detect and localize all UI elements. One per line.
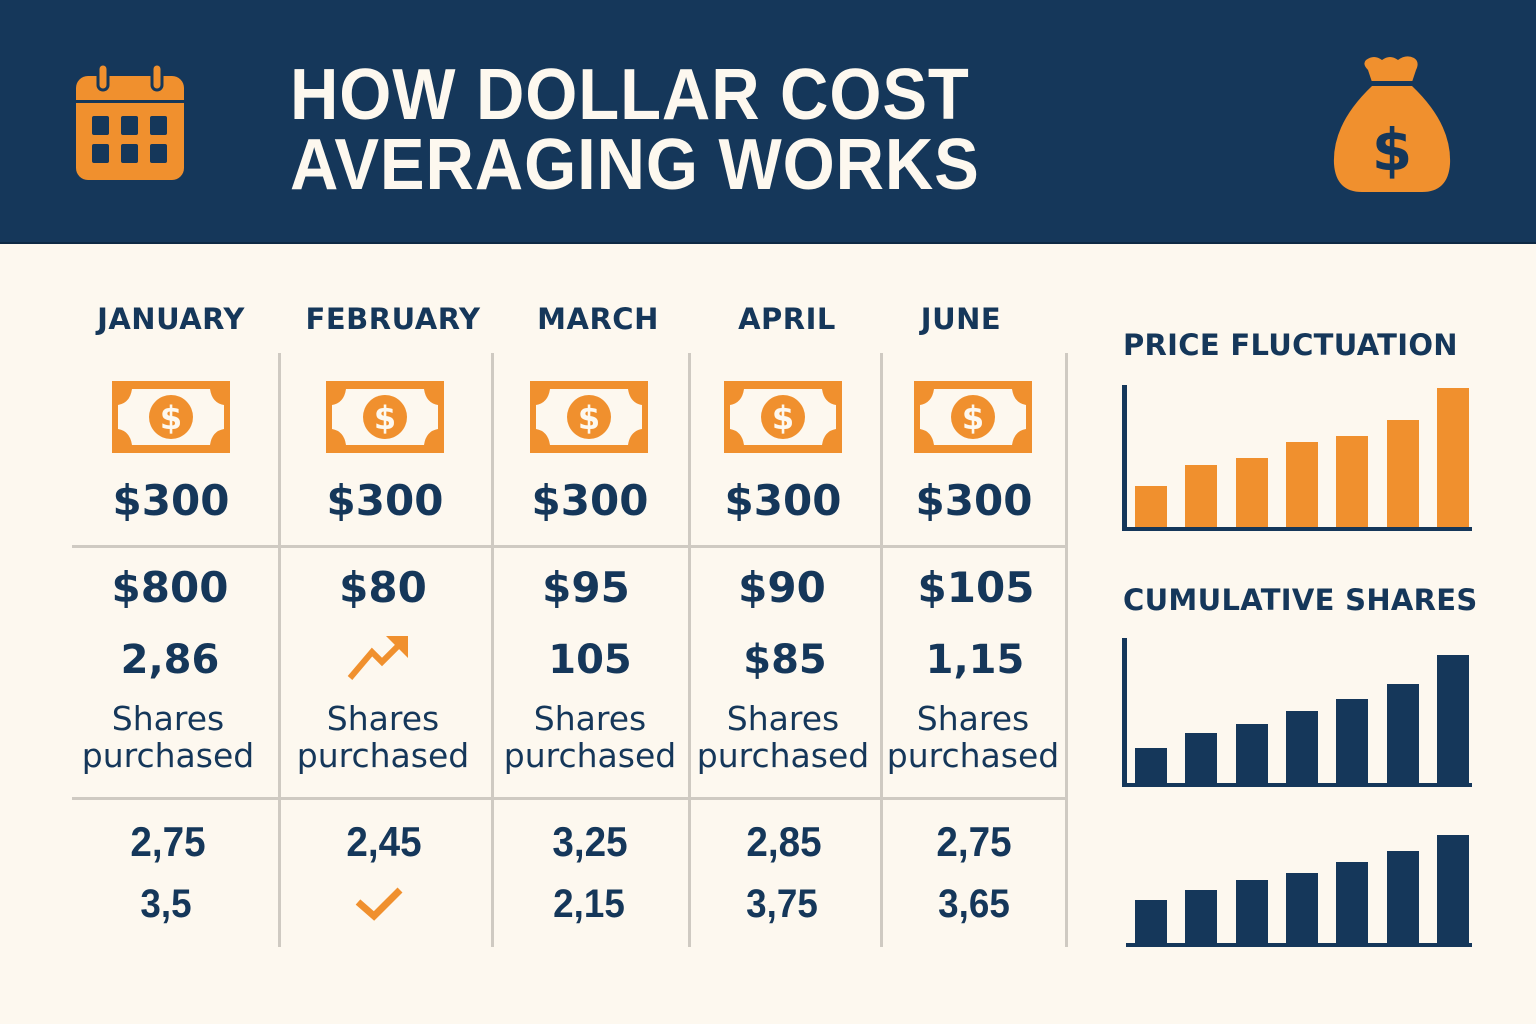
share-price: $105 <box>917 563 1035 612</box>
chart-bar <box>1436 655 1469 783</box>
row3-value-bottom: 3,65 <box>938 882 1010 926</box>
svg-text:$: $ <box>374 399 396 437</box>
page-title: HOW DOLLAR COST AVERAGING WORKS <box>290 55 997 205</box>
column-divider <box>688 353 691 947</box>
x-axis <box>1122 527 1472 531</box>
chart-bar <box>1436 388 1469 527</box>
column-divider <box>1065 353 1068 947</box>
month-header-june: JUNE <box>920 302 1002 336</box>
shares-count: $85 <box>743 637 827 683</box>
row3-value-bottom: 3,75 <box>746 882 818 926</box>
month-header-april: APRIL <box>738 302 836 336</box>
chart-bar <box>1185 890 1218 943</box>
bar-series <box>1120 385 1480 527</box>
row3-value-top: 2,85 <box>746 818 822 865</box>
x-axis <box>1122 783 1472 787</box>
row3-value-bottom: 3,5 <box>140 882 192 926</box>
column-divider <box>880 353 883 947</box>
dollar-bill-icon: $ <box>112 381 230 453</box>
chart-bar <box>1135 748 1167 783</box>
row3-value-top: 2,45 <box>346 818 422 865</box>
column-divider <box>491 353 494 947</box>
chart-bar <box>1336 699 1369 783</box>
chart-bar <box>1386 420 1419 527</box>
share-price: $80 <box>339 563 427 612</box>
chart-bar <box>1135 900 1167 943</box>
dollar-bill-icon: $ <box>724 381 842 453</box>
shares-count: 1,15 <box>925 637 1025 683</box>
title-line-2: AVERAGING WORKS <box>290 125 980 205</box>
bar-series <box>1120 638 1480 783</box>
chart-bar <box>1285 442 1318 527</box>
price-fluctuation-chart <box>1120 385 1480 531</box>
month-header-march: MARCH <box>537 302 659 336</box>
svg-text:$: $ <box>1372 116 1412 184</box>
chart-bar <box>1386 851 1419 943</box>
investment-amount: $300 <box>531 476 649 525</box>
month-header-january: JANUARY <box>97 302 245 336</box>
chart-bar <box>1185 465 1218 527</box>
chart-bar <box>1386 684 1419 783</box>
investment-amount: $300 <box>915 476 1033 525</box>
y-axis <box>1122 638 1127 787</box>
shares-count: 2,86 <box>120 637 220 683</box>
dollar-bill-icon: $ <box>914 381 1032 453</box>
investment-amount: $300 <box>724 476 842 525</box>
calendar-icon <box>76 64 184 180</box>
trending-up-icon <box>347 636 408 680</box>
chart-bar <box>1285 873 1318 943</box>
dollar-bill-icon: $ <box>530 381 648 453</box>
bar-series <box>1120 800 1480 943</box>
dollar-bill-icon: $ <box>326 381 444 453</box>
row-divider <box>72 545 1067 548</box>
row3-value-top: 2,75 <box>936 818 1012 865</box>
title-line-1: HOW DOLLAR COST <box>290 55 970 135</box>
chart-bar <box>1235 880 1268 943</box>
share-price: $95 <box>542 563 630 612</box>
shares-growth-chart <box>1120 800 1480 948</box>
chart-title-cumulative-shares: CUMULATIVE SHARES <box>1123 583 1478 617</box>
shares-purchased-label: Shares purchased <box>886 699 1060 775</box>
chart-bar <box>1336 436 1369 527</box>
row3-value-bottom: 2,15 <box>553 882 625 926</box>
chart-bar <box>1235 724 1268 783</box>
row3-value-top: 2,75 <box>130 818 206 865</box>
investment-amount: $300 <box>326 476 444 525</box>
chart-title-price-fluctuation: PRICE FLUCTUATION <box>1123 328 1458 362</box>
shares-purchased-label: Shares purchased <box>696 699 870 775</box>
svg-text:$: $ <box>578 399 600 437</box>
month-header-february: FEBRUARY <box>305 302 481 336</box>
chart-bar <box>1135 486 1167 527</box>
chart-bar <box>1336 862 1369 943</box>
svg-text:$: $ <box>160 399 182 437</box>
chart-bar <box>1436 835 1469 943</box>
investment-amount: $300 <box>112 476 230 525</box>
chart-bar <box>1285 711 1318 783</box>
chart-bar <box>1185 733 1218 783</box>
shares-purchased-label: Shares purchased <box>503 699 677 775</box>
share-price: $90 <box>738 563 826 612</box>
shares-purchased-label: Shares purchased <box>81 699 255 775</box>
row-divider <box>72 797 1067 800</box>
row3-value-top: 3,25 <box>552 818 628 865</box>
svg-text:$: $ <box>962 399 984 437</box>
share-price: $800 <box>111 563 229 612</box>
header-banner: HOW DOLLAR COST AVERAGING WORKS $ <box>0 0 1536 244</box>
column-divider <box>278 353 281 947</box>
chart-bar <box>1235 458 1268 527</box>
shares-purchased-label: Shares purchased <box>296 699 470 775</box>
x-axis <box>1126 943 1472 947</box>
checkmark-icon <box>355 887 403 921</box>
y-axis <box>1122 385 1127 531</box>
svg-text:$: $ <box>772 399 794 437</box>
money-bag-icon: $ <box>1333 56 1451 192</box>
cumulative-shares-chart <box>1120 638 1480 787</box>
shares-count: 105 <box>548 637 632 683</box>
